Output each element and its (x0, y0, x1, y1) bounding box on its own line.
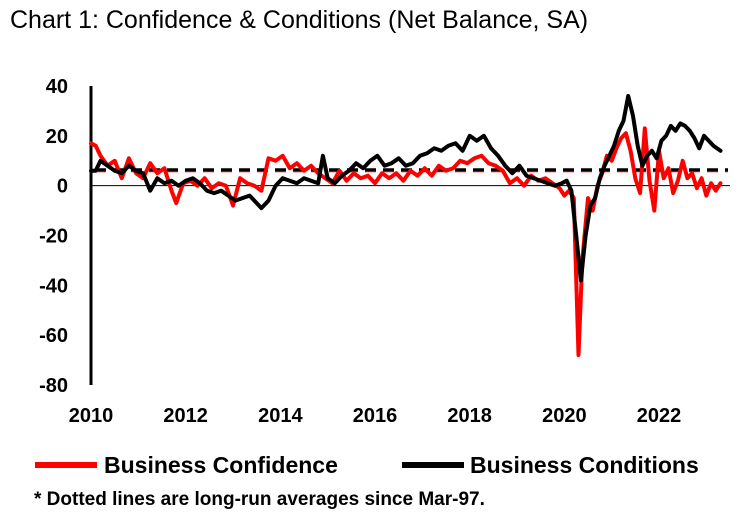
x-tick-label: 2016 (353, 405, 398, 427)
x-tick-label: 2014 (258, 405, 303, 427)
y-tick-label: -40 (39, 275, 68, 297)
x-tick-label: 2010 (69, 405, 114, 427)
plot-area (89, 94, 730, 358)
y-tick-label: 0 (57, 176, 68, 198)
y-tick-label: -20 (39, 226, 68, 248)
y-tick-label: -80 (39, 375, 68, 397)
footnote: * Dotted lines are long-run averages sin… (34, 489, 485, 510)
x-tick-label: 2018 (447, 405, 492, 427)
x-tick-label: 2020 (542, 405, 587, 427)
x-tick-label: 2022 (637, 405, 682, 427)
legend-label: Business Conditions (470, 452, 699, 478)
y-axis: 40 20 0 -20 -40 -60 -80 (39, 76, 93, 397)
y-tick-label: 40 (46, 76, 68, 98)
series-line-business-confidence (89, 126, 723, 358)
y-tick-label: 20 (46, 126, 68, 148)
series-line-business-conditions (89, 94, 723, 283)
x-tick-label: 2012 (163, 405, 208, 427)
chart-title: Chart 1: Confidence & Conditions (Net Ba… (10, 6, 589, 34)
legend-label: Business Confidence (104, 452, 338, 478)
x-axis: 2010 2012 2014 2016 2018 2020 2022 (69, 405, 682, 427)
y-tick-label: -60 (39, 325, 68, 347)
legend: Business Confidence Business Conditions (35, 452, 699, 478)
